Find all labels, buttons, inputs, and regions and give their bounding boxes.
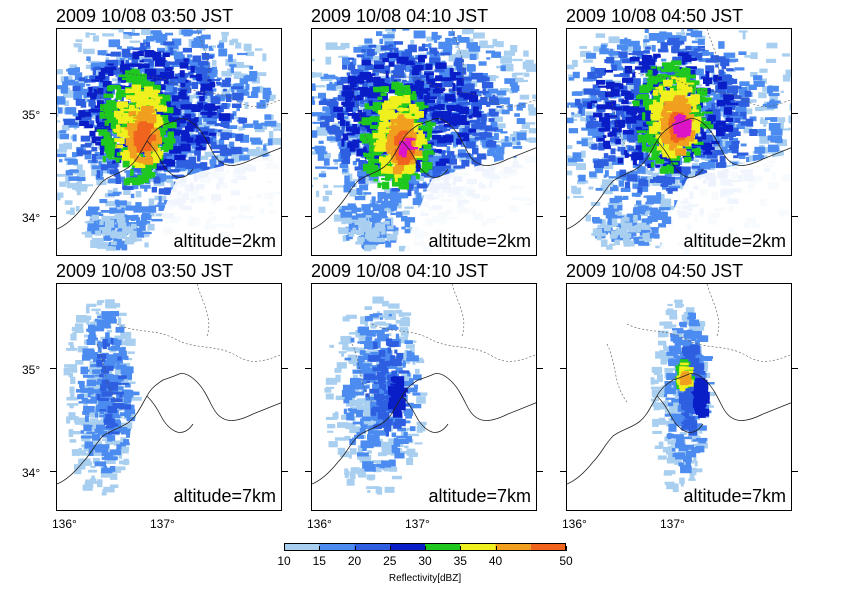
axis-tick — [560, 216, 566, 217]
axis-tick — [560, 471, 566, 472]
axis-tick — [537, 368, 543, 369]
radar-panel: altitude=2km — [56, 28, 282, 256]
colorbar-tick-label: 50 — [559, 554, 573, 568]
altitude-label: altitude=2km — [428, 231, 531, 251]
colorbar-tick — [460, 546, 462, 551]
altitude-label: altitude=7km — [428, 486, 531, 506]
colorbar-tick-label: 40 — [488, 554, 503, 568]
altitude-label: altitude=7km — [173, 486, 276, 506]
colorbar-segment — [389, 543, 425, 551]
axis-tick — [282, 471, 288, 472]
colorbar-tick — [354, 546, 356, 551]
latitude-label: 34° — [22, 211, 41, 225]
panel-title: 2009 10/08 04:50 JST — [566, 261, 744, 281]
radar-map-0 — [57, 29, 281, 255]
panel-title: 2009 10/08 04:50 JST — [566, 6, 744, 26]
radar-map-3 — [57, 284, 281, 496]
radar-map-4 — [312, 284, 536, 495]
colorbar-bar — [284, 543, 566, 551]
longitude-label: 136° — [562, 517, 587, 531]
axis-tick — [50, 368, 56, 369]
altitude-label: altitude=2km — [173, 231, 276, 251]
colorbar-segment — [530, 543, 566, 551]
radar-map-1 — [312, 29, 536, 255]
axis-tick — [282, 113, 288, 114]
axis-tick — [537, 113, 543, 114]
axis-tick — [792, 471, 798, 472]
panel-title: 2009 10/08 03:50 JST — [56, 6, 234, 26]
longitude-label: 137° — [660, 517, 685, 531]
colorbar-tick — [566, 546, 567, 551]
colorbar-segment — [354, 543, 390, 551]
axis-tick — [537, 471, 543, 472]
axis-tick — [50, 113, 56, 114]
colorbar-segment — [495, 543, 531, 551]
axis-tick — [305, 216, 311, 217]
colorbar-tick-label: 10 — [277, 554, 291, 568]
colorbar — [284, 538, 566, 551]
altitude-label: altitude=7km — [683, 486, 786, 506]
longitude-label: 137° — [150, 517, 175, 531]
colorbar-tick — [495, 546, 497, 551]
axis-tick — [560, 368, 566, 369]
latitude-label: 35° — [22, 108, 41, 122]
colorbar-tick-label: 25 — [383, 554, 397, 568]
colorbar-tick-label: 30 — [418, 554, 432, 568]
panel-title: 2009 10/08 03:50 JST — [56, 261, 234, 281]
axis-tick — [305, 471, 311, 472]
colorbar-segment — [460, 543, 496, 551]
radar-panel: altitude=2km — [566, 28, 792, 256]
axis-tick — [282, 368, 288, 369]
colorbar-segment — [319, 543, 355, 551]
radar-map-2 — [567, 29, 791, 255]
axis-tick — [560, 113, 566, 114]
colorbar-tick-label: 15 — [312, 554, 326, 568]
axis-tick — [50, 471, 56, 472]
colorbar-tick — [389, 546, 391, 551]
axis-tick — [792, 368, 798, 369]
axis-tick — [537, 216, 543, 217]
panel-title: 2009 10/08 04:10 JST — [311, 261, 489, 281]
radar-panel: altitude=2km — [311, 28, 537, 256]
longitude-label: 136° — [307, 517, 332, 531]
axis-tick — [305, 368, 311, 369]
axis-tick — [50, 216, 56, 217]
colorbar-segment — [425, 543, 461, 551]
radar-panel: altitude=7km — [311, 283, 537, 511]
radar-map-5 — [567, 284, 791, 493]
colorbar-title: Reflectivity[dBZ] — [388, 573, 462, 584]
colorbar-segment — [284, 543, 320, 551]
longitude-label: 137° — [405, 517, 430, 531]
colorbar-tick — [319, 546, 321, 551]
colorbar-tick-label: 35 — [453, 554, 467, 568]
latitude-label: 35° — [22, 363, 41, 377]
axis-tick — [305, 113, 311, 114]
axis-tick — [792, 113, 798, 114]
altitude-label: altitude=2km — [683, 231, 786, 251]
axis-tick — [792, 216, 798, 217]
radar-panel: altitude=7km — [56, 283, 282, 511]
colorbar-tick — [284, 546, 285, 551]
longitude-label: 136° — [52, 517, 77, 531]
axis-tick — [282, 216, 288, 217]
colorbar-tick — [425, 546, 426, 551]
colorbar-tick-label: 20 — [347, 554, 362, 568]
radar-panel: altitude=7km — [566, 283, 792, 511]
panel-title: 2009 10/08 04:10 JST — [311, 6, 489, 26]
latitude-label: 34° — [22, 466, 41, 480]
